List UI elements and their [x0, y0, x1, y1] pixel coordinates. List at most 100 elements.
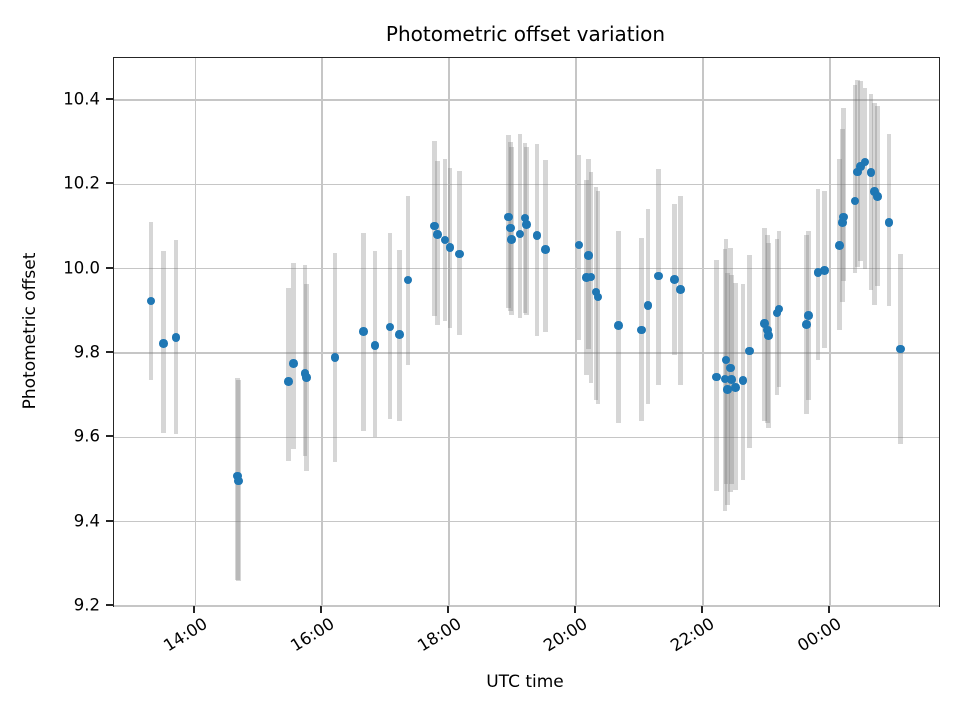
y-gridline: [114, 268, 939, 270]
error-bar: [302, 265, 308, 456]
data-point: [853, 167, 862, 177]
y-gridline: [114, 605, 939, 607]
y-tick-label: 9.2: [73, 595, 100, 615]
data-point: [440, 235, 450, 245]
data-point: [720, 374, 730, 384]
data-point: [727, 375, 736, 384]
data-point: [839, 212, 848, 222]
y-tick-mark: [106, 266, 113, 269]
error-bar: [517, 133, 523, 319]
error-bar: [534, 143, 540, 337]
x-gridline: [194, 58, 196, 606]
error-bar: [506, 134, 511, 308]
data-point: [430, 221, 439, 231]
y-tick-mark: [106, 351, 113, 354]
x-axis-label: UTC time: [486, 672, 564, 692]
data-point: [593, 292, 603, 302]
x-tick-mark: [827, 606, 830, 613]
y-gridline: [114, 183, 939, 186]
data-point: [731, 383, 740, 392]
data-point: [738, 376, 748, 385]
y-tick-label: 10.2: [63, 173, 100, 193]
x-gridline: [829, 58, 831, 606]
y-gridline: [114, 436, 939, 439]
data-point: [532, 231, 542, 240]
plot-area: [113, 57, 940, 607]
data-point: [654, 271, 663, 281]
y-gridline: [114, 520, 939, 523]
y-gridline: [114, 99, 939, 101]
data-point: [522, 220, 531, 229]
data-point: [870, 187, 879, 196]
data-point: [614, 321, 623, 330]
chart-title: Photometric offset variation: [385, 22, 666, 46]
data-point: [504, 212, 513, 222]
error-bar: [774, 239, 780, 396]
data-point: [772, 308, 782, 318]
data-point: [802, 320, 811, 329]
error-bar: [291, 263, 296, 449]
x-tick-mark: [574, 606, 576, 613]
x-tick-mark: [700, 606, 703, 613]
x-tick-mark: [447, 606, 450, 613]
data-point: [712, 372, 721, 382]
data-point: [884, 218, 894, 227]
data-point: [284, 377, 293, 386]
x-tick-label: 00:00: [794, 614, 845, 656]
data-point: [850, 196, 860, 206]
data-point: [723, 385, 732, 394]
y-gridline: [114, 352, 939, 354]
data-point: [838, 218, 847, 227]
data-point: [896, 344, 905, 354]
data-point: [820, 266, 829, 275]
data-point: [586, 272, 596, 282]
data-point: [171, 333, 181, 342]
data-point: [637, 325, 646, 335]
data-point: [330, 353, 340, 362]
data-point: [455, 249, 464, 259]
y-tick-label: 9.8: [73, 342, 100, 362]
data-point: [403, 275, 413, 285]
y-tick-mark: [106, 604, 113, 606]
x-gridline: [575, 58, 577, 606]
data-point: [385, 322, 395, 332]
data-point: [764, 331, 773, 340]
data-point: [302, 373, 311, 382]
error-bar: [524, 146, 529, 316]
x-gridline: [702, 58, 704, 606]
x-tick-label: 22:00: [667, 614, 719, 656]
y-tick-mark: [106, 98, 113, 101]
data-point: [359, 327, 368, 336]
data-point: [370, 341, 380, 350]
data-point: [866, 168, 876, 177]
data-point: [813, 268, 823, 277]
x-gridline: [448, 58, 450, 606]
data-point: [159, 339, 168, 348]
data-point: [591, 287, 601, 297]
data-point: [745, 346, 754, 356]
data-point: [835, 241, 844, 250]
error-bar: [872, 103, 877, 305]
data-point: [774, 304, 784, 314]
x-tick-mark: [320, 606, 323, 613]
data-point: [856, 162, 865, 171]
error-bar: [852, 85, 858, 273]
y-tick-label: 9.6: [73, 426, 100, 446]
error-bar: [841, 108, 846, 282]
data-point: [574, 240, 584, 250]
x-tick-label: 20:00: [540, 614, 592, 656]
y-tick-label: 10.4: [63, 89, 100, 109]
x-tick-label: 16:00: [286, 614, 338, 656]
error-bar: [286, 287, 291, 461]
y-tick-mark: [106, 519, 113, 522]
y-tick-label: 10.0: [63, 258, 100, 278]
data-point: [584, 251, 593, 260]
data-point: [233, 471, 242, 481]
data-point: [234, 476, 243, 486]
data-point: [146, 296, 156, 306]
y-tick-label: 9.4: [73, 511, 100, 531]
y-tick-mark: [106, 435, 113, 438]
data-point: [506, 223, 515, 233]
data-point: [289, 359, 298, 368]
